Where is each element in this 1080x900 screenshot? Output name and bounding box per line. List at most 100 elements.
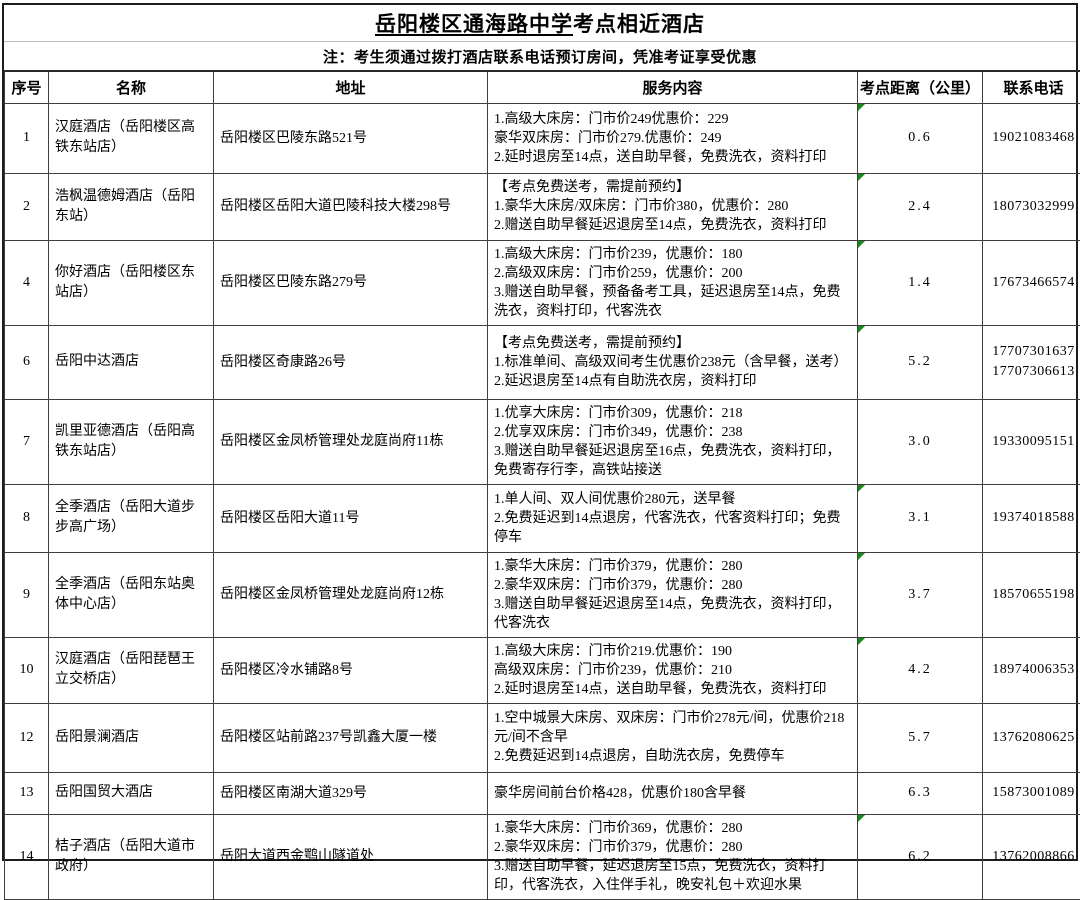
distance-cell: 3.0 — [858, 399, 983, 484]
cell-comment-indicator-icon — [858, 104, 865, 111]
distance-value: 5.2 — [908, 354, 932, 369]
serial-number-cell: 10 — [5, 637, 49, 703]
distance-cell: 5.2 — [858, 325, 983, 399]
service-line: 2.优享双床房：门市价349，优惠价：238 — [494, 423, 851, 442]
distance-cell: 5.7 — [858, 703, 983, 772]
service-line: 2.延时退房至14点，送自助早餐，免费洗衣，资料打印 — [494, 680, 851, 699]
distance-value: 3.7 — [908, 587, 932, 602]
phone-cell: 18073032999 — [983, 173, 1080, 240]
distance-cell: 3.7 — [858, 552, 983, 637]
page-title: 岳阳楼区通海路中学考点相近酒店 — [4, 5, 1076, 42]
service-line: 2.豪华双床房：门市价379，优惠价：280 — [494, 838, 851, 857]
phone-number: 17673466574 — [989, 273, 1078, 293]
hotel-address-cell: 岳阳大道西金鹗山隧道处 — [214, 814, 488, 899]
serial-number-cell: 7 — [5, 399, 49, 484]
service-line: 2.延迟退房至14点有自助洗衣房，资料打印 — [494, 372, 851, 391]
phone-number: 15873001089 — [989, 783, 1078, 803]
phone-number: 19374018588 — [989, 508, 1078, 528]
services-cell: 【考点免费送考，需提前预约】1.豪华大床房/双床房：门市价380，优惠价：280… — [488, 173, 858, 240]
column-header-services: 服务内容 — [488, 71, 858, 103]
serial-number-cell: 9 — [5, 552, 49, 637]
service-line: 3.赠送自助早餐延迟退房至14点，免费洗衣，资料打印，代客洗衣 — [494, 595, 851, 633]
hotel-address-cell: 岳阳楼区岳阳大道巴陵科技大楼298号 — [214, 173, 488, 240]
cell-comment-indicator-icon — [858, 174, 865, 181]
service-line: 1.豪华大床房/双床房：门市价380，优惠价：280 — [494, 197, 851, 216]
phone-number: 13762080625 — [989, 728, 1078, 748]
cell-comment-indicator-icon — [858, 241, 865, 248]
phone-cell: 13762080625 — [983, 703, 1080, 772]
hotel-name-cell: 汉庭酒店（岳阳琵琶王立交桥店） — [49, 637, 214, 703]
hotel-name-cell: 全季酒店（岳阳东站奥体中心店） — [49, 552, 214, 637]
distance-value: 2.4 — [908, 199, 932, 214]
service-line: 1.豪华大床房：门市价379，优惠价：280 — [494, 557, 851, 576]
serial-number-cell: 4 — [5, 240, 49, 325]
service-line: 2.赠送自助早餐延迟退房至14点，免费洗衣，资料打印 — [494, 216, 851, 235]
service-line: 2.免费延迟到14点退房，自助洗衣房，免费停车 — [494, 747, 851, 766]
hotel-address-cell: 岳阳楼区南湖大道329号 — [214, 772, 488, 814]
phone-cell: 19330095151 — [983, 399, 1080, 484]
service-line: 1.优享大床房：门市价309，优惠价：218 — [494, 404, 851, 423]
phone-cell: 19021083468 — [983, 103, 1080, 173]
hotel-name-cell: 你好酒店（岳阳楼区东站店） — [49, 240, 214, 325]
service-line: 1.空中城景大床房、双床房：门市价278元/间，优惠价218元/间不含早 — [494, 709, 851, 747]
serial-number-cell: 13 — [5, 772, 49, 814]
phone-cell: 19374018588 — [983, 484, 1080, 552]
service-line: 3.赠送自助早餐，延迟退房至15点，免费洗衣，资料打印，代客洗衣，入住伴手礼，晚… — [494, 857, 851, 895]
phone-number: 18570655198 — [989, 585, 1078, 605]
service-line: 1.高级大床房：门市价219.优惠价：190 — [494, 642, 851, 661]
distance-value: 4.2 — [908, 662, 932, 677]
booking-note-text: 注：考生须通过拨打酒店联系电话预订房间，凭准考证享受优惠 — [323, 46, 757, 67]
column-header-phone: 联系电话 — [983, 71, 1080, 103]
cell-comment-indicator-icon — [858, 485, 865, 492]
hotel-address-cell: 岳阳楼区冷水铺路8号 — [214, 637, 488, 703]
distance-value: 5.7 — [908, 730, 932, 745]
service-line: 【考点免费送考，需提前预约】 — [494, 178, 851, 197]
distance-cell: 6.3 — [858, 772, 983, 814]
hotel-name-cell: 浩枫温德姆酒店（岳阳东站） — [49, 173, 214, 240]
phone-number: 19021083468 — [989, 128, 1078, 148]
distance-cell: 3.1 — [858, 484, 983, 552]
distance-value: 1.4 — [908, 275, 932, 290]
hotel-name-cell: 全季酒店（岳阳大道步步高广场） — [49, 484, 214, 552]
hotel-address-cell: 岳阳楼区站前路237号凯鑫大厦一楼 — [214, 703, 488, 772]
service-line: 3.赠送自助早餐延迟退房至16点，免费洗衣，资料打印，免费寄存行李，高铁站接送 — [494, 442, 851, 480]
service-line: 1.标准单间、高级双间考生优惠价238元（含早餐，送考） — [494, 353, 851, 372]
page-title-underlined-part: 岳阳楼区通海路中学 — [375, 8, 573, 38]
header-row: 序号 名称 地址 服务内容 考点距离（公里） 联系电话 — [5, 71, 1080, 103]
service-line: 1.单人间、双人间优惠价280元，送早餐 — [494, 490, 851, 509]
cell-comment-indicator-icon — [858, 815, 865, 822]
distance-value: 6.2 — [908, 849, 932, 864]
distance-cell: 1.4 — [858, 240, 983, 325]
phone-cell: 15873001089 — [983, 772, 1080, 814]
phone-number: 17707301637 — [989, 342, 1078, 362]
phone-number: 19330095151 — [989, 432, 1078, 452]
column-header-name: 名称 — [49, 71, 214, 103]
serial-number-cell: 1 — [5, 103, 49, 173]
service-line: 2.延时退房至14点，送自助早餐，免费洗衣，资料打印 — [494, 148, 851, 167]
phone-cell: 18974006353 — [983, 637, 1080, 703]
hotel-name-cell: 岳阳中达酒店 — [49, 325, 214, 399]
service-line: 豪华房间前台价格428，优惠价180含早餐 — [494, 784, 851, 803]
distance-value: 6.3 — [908, 785, 932, 800]
page-title-rest-part: 考点相近酒店 — [573, 8, 705, 38]
distance-cell: 2.4 — [858, 173, 983, 240]
serial-number-cell: 6 — [5, 325, 49, 399]
column-header-distance: 考点距离（公里） — [858, 71, 983, 103]
hotel-address-cell: 岳阳楼区金凤桥管理处龙庭尚府12栋 — [214, 552, 488, 637]
hotel-address-cell: 岳阳楼区金凤桥管理处龙庭尚府11栋 — [214, 399, 488, 484]
service-line: 2.高级双床房：门市价259，优惠价：200 — [494, 264, 851, 283]
hotel-address-cell: 岳阳楼区岳阳大道11号 — [214, 484, 488, 552]
